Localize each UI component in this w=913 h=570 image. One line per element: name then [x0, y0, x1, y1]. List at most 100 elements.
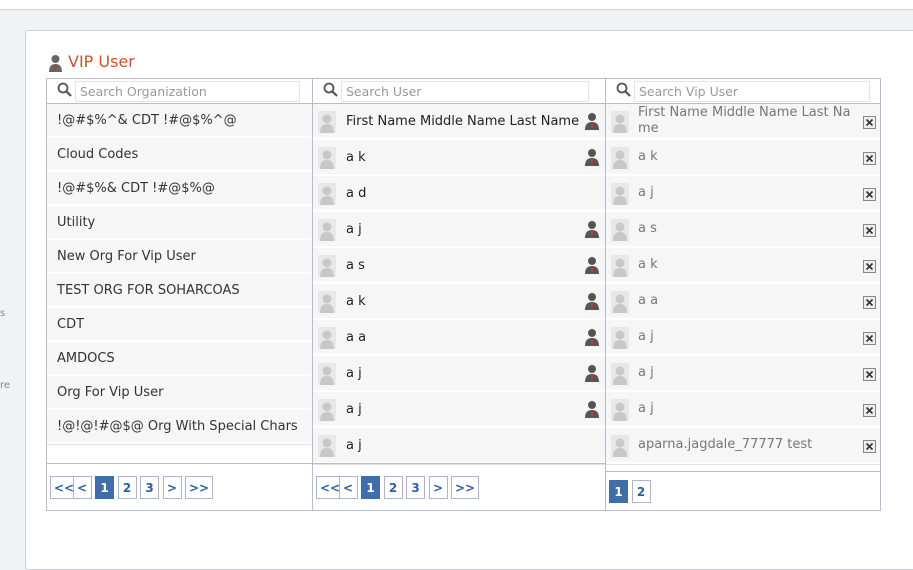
vip-icon — [585, 257, 599, 274]
organization-row[interactable]: Cloud Codes — [47, 138, 312, 172]
user-row[interactable]: a d — [313, 176, 605, 212]
user-avatar — [318, 435, 336, 457]
page-button[interactable]: 1 — [361, 476, 380, 499]
sidebar-fragment: re — [0, 380, 11, 391]
user-row[interactable]: a j — [313, 212, 605, 248]
organization-name: New Org For Vip User — [57, 248, 196, 264]
organization-row[interactable]: AMDOCS — [47, 342, 312, 376]
page-button[interactable]: 3 — [140, 476, 159, 499]
user-name: a a — [346, 329, 367, 345]
page-button[interactable]: << — [316, 476, 345, 499]
page-button[interactable]: 2 — [383, 476, 403, 499]
title-icon — [49, 55, 62, 72]
user-row[interactable]: a s — [313, 248, 605, 284]
organization-column: !@#$%^& CDT !#@$%^@ Cloud Codes !@#$%& CDT… — [46, 78, 313, 511]
user-name: a s — [346, 257, 365, 273]
user-name: a j — [346, 437, 362, 453]
page-button[interactable]: > — [428, 476, 448, 499]
page-button[interactable]: 1 — [609, 480, 628, 503]
page-button[interactable]: 3 — [406, 476, 425, 499]
remove-button[interactable] — [863, 440, 876, 453]
user-avatar — [611, 255, 629, 277]
page-button[interactable]: < — [338, 476, 358, 499]
pagination: << <1 2 3 > >> — [313, 463, 605, 510]
remove-icon — [865, 442, 874, 451]
search-input[interactable] — [75, 81, 300, 102]
remove-button[interactable] — [863, 224, 876, 237]
remove-button[interactable] — [863, 368, 876, 381]
vip-icon — [585, 149, 599, 166]
remove-icon — [865, 226, 874, 235]
organization-name: Utility — [57, 214, 96, 230]
page-button[interactable]: 2 — [117, 476, 137, 499]
vip-user-name: a k — [638, 149, 658, 164]
organization-name: !@!@!#@$@ Org With Special Chars — [57, 418, 298, 434]
sidebar-fragment: s — [0, 308, 6, 319]
page-button[interactable]: >> — [185, 476, 214, 499]
remove-button[interactable] — [863, 260, 876, 273]
remove-icon — [865, 298, 874, 307]
remove-button[interactable] — [863, 188, 876, 201]
remove-button[interactable] — [863, 116, 876, 129]
vip-user-row: aparna.jagdale_77777 test — [606, 428, 880, 464]
search-input[interactable] — [341, 81, 589, 102]
user-row[interactable]: a k — [313, 140, 605, 176]
vip-user-row: a k — [606, 248, 880, 284]
vip-icon — [585, 221, 599, 238]
remove-icon — [865, 154, 874, 163]
vip-icon — [585, 365, 599, 382]
user-avatar — [611, 183, 629, 205]
organization-name: !@#$%^& CDT !#@$%^@ — [57, 112, 237, 128]
page-button[interactable]: < — [72, 476, 92, 499]
remove-button[interactable] — [863, 332, 876, 345]
organization-row[interactable]: CDT — [47, 308, 312, 342]
vip-user-row: a j — [606, 320, 880, 356]
vip-user-name: a a — [638, 293, 659, 308]
remove-button[interactable] — [863, 404, 876, 417]
organization-row[interactable]: !@#$%& CDT !#@$%@ — [47, 172, 312, 206]
page-button[interactable]: > — [162, 476, 182, 499]
page-button[interactable]: >> — [451, 476, 480, 499]
vip-user-row: a k — [606, 140, 880, 176]
organization-name: Cloud Codes — [57, 146, 139, 162]
user-row[interactable]: a k — [313, 284, 605, 320]
remove-icon — [865, 334, 874, 343]
search-bar — [313, 79, 605, 104]
remove-button[interactable] — [863, 152, 876, 165]
user-avatar — [318, 399, 336, 421]
user-avatar — [318, 291, 336, 313]
remove-button[interactable] — [863, 296, 876, 309]
organization-row[interactable]: !@#$%^& CDT !#@$%^@ — [47, 104, 312, 138]
user-avatar — [611, 363, 629, 385]
user-row[interactable]: a a — [313, 320, 605, 356]
user-name: a d — [346, 185, 367, 201]
organization-name: TEST ORG FOR SOHARCOAS — [57, 282, 240, 298]
organization-row[interactable]: TEST ORG FOR SOHARCOAS — [47, 274, 312, 308]
organization-row[interactable]: Utility — [47, 206, 312, 240]
page-button[interactable]: 1 — [95, 476, 114, 499]
organization-row[interactable]: New Org For Vip User — [47, 240, 312, 274]
vip-icon — [585, 293, 599, 310]
organization-row[interactable]: Org For Vip User — [47, 376, 312, 410]
vip-user-name: a k — [638, 257, 658, 272]
user-row[interactable]: First Name Middle Name Last Name — [313, 104, 605, 140]
user-row[interactable]: a j — [313, 428, 605, 464]
vip-user-row: a s — [606, 212, 880, 248]
vip-icon — [585, 329, 599, 346]
organization-row[interactable]: !@!@!#@$@ Org With Special Chars — [47, 410, 312, 444]
vip-user-column: First Name Middle Name Last Name a k a j a … — [605, 78, 881, 511]
user-column: First Name Middle Name Last Name a k a d a … — [312, 78, 606, 511]
vip-user-row: a j — [606, 392, 880, 428]
vip-user-name: a j — [638, 185, 654, 200]
search-input[interactable] — [634, 81, 870, 102]
page-button[interactable]: 2 — [631, 480, 651, 503]
user-avatar — [318, 255, 336, 277]
vip-user-name: aparna.jagdale_77777 test — [638, 437, 813, 452]
user-avatar — [611, 399, 629, 421]
user-row[interactable]: a j — [313, 356, 605, 392]
user-row[interactable]: a j — [313, 392, 605, 428]
user-avatar — [318, 147, 336, 169]
vip-user-name: a j — [638, 401, 654, 416]
organization-name: !@#$%& CDT !#@$%@ — [57, 180, 215, 196]
